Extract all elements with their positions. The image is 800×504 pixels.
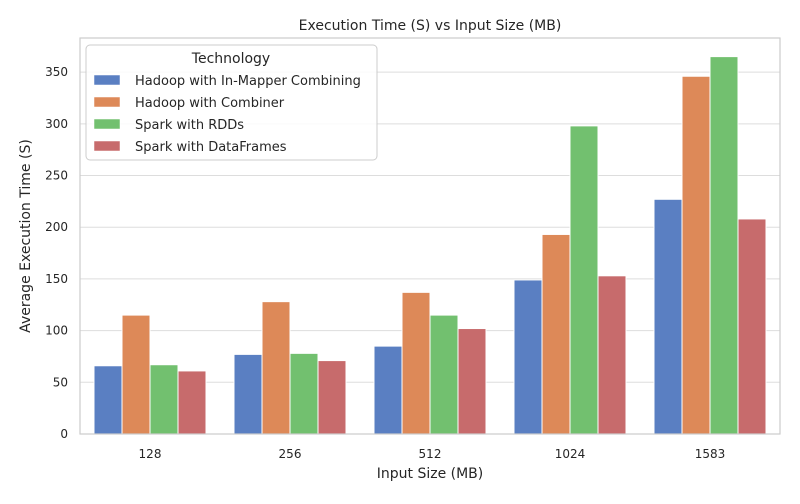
x-tick-label: 128	[139, 447, 162, 461]
bar-spark-with-rdds-1583	[709, 56, 739, 435]
bar-hadoop-with-in-mapper-combining-1583	[653, 198, 683, 435]
legend-swatch	[93, 74, 121, 86]
bar-hadoop-with-in-mapper-combining-256	[233, 353, 263, 435]
y-tick-label: 50	[53, 375, 68, 389]
legend-swatch	[93, 118, 121, 130]
plot-frame	[79, 37, 781, 435]
legend-box	[85, 44, 378, 161]
legend-swatch	[93, 96, 121, 108]
bar-spark-with-rdds-1024	[569, 125, 599, 435]
y-tick-label: 100	[45, 324, 68, 338]
legend-items: Hadoop with In-Mapper Combining Hadoop wi…	[93, 74, 361, 155]
bar-hadoop-with-combiner-128	[121, 314, 151, 435]
bar-hadoop-with-in-mapper-combining-128	[93, 365, 123, 435]
y-tick-label: 150	[45, 272, 68, 286]
bar-hadoop-with-combiner-1583	[681, 75, 711, 435]
legend-label: Spark with RDDs	[135, 118, 244, 133]
bar-hadoop-with-in-mapper-combining-512	[373, 345, 403, 435]
x-tick-label: 1024	[555, 447, 586, 461]
x-axis-label: Input Size (MB)	[377, 466, 484, 482]
plot-area: 0 50 100 150 200 250 300 350 128 256 512 1024 1583	[45, 37, 781, 461]
y-axis-label: Average Execution Time (S)	[18, 139, 34, 333]
y-tick-label: 200	[45, 220, 68, 234]
y-tick-label: 300	[45, 117, 68, 131]
legend-title: Technology	[191, 51, 270, 67]
bar-spark-with-rdds-512	[429, 314, 459, 435]
y-tick-label: 0	[60, 427, 68, 441]
legend-label: Hadoop with In-Mapper Combining	[135, 74, 361, 89]
bar-hadoop-with-combiner-1024	[541, 233, 571, 435]
bar-spark-with-dataframes-1024	[597, 275, 627, 435]
bar-hadoop-with-combiner-512	[401, 291, 431, 435]
legend: Technology Hadoop with In-Mapper Combini…	[85, 44, 378, 161]
bar-hadoop-with-combiner-256	[261, 301, 291, 435]
bar-spark-with-dataframes-1583	[737, 218, 767, 435]
x-tick-label: 512	[419, 447, 442, 461]
y-tick-label: 250	[45, 169, 68, 183]
bar-hadoop-with-in-mapper-combining-1024	[513, 279, 543, 435]
x-tick-label: 1583	[695, 447, 726, 461]
bar-spark-with-dataframes-128	[177, 370, 207, 435]
y-tick-label: 350	[45, 65, 68, 79]
chart-title: Execution Time (S) vs Input Size (MB)	[299, 18, 562, 34]
bar-spark-with-rdds-128	[149, 364, 179, 435]
bar-spark-with-dataframes-512	[457, 328, 487, 435]
bar-spark-with-dataframes-256	[317, 360, 347, 435]
bar-spark-with-rdds-256	[289, 352, 319, 435]
legend-label: Spark with DataFrames	[135, 140, 287, 155]
legend-swatch	[93, 140, 121, 152]
legend-label: Hadoop with Combiner	[135, 96, 285, 111]
x-tick-label: 256	[279, 447, 302, 461]
